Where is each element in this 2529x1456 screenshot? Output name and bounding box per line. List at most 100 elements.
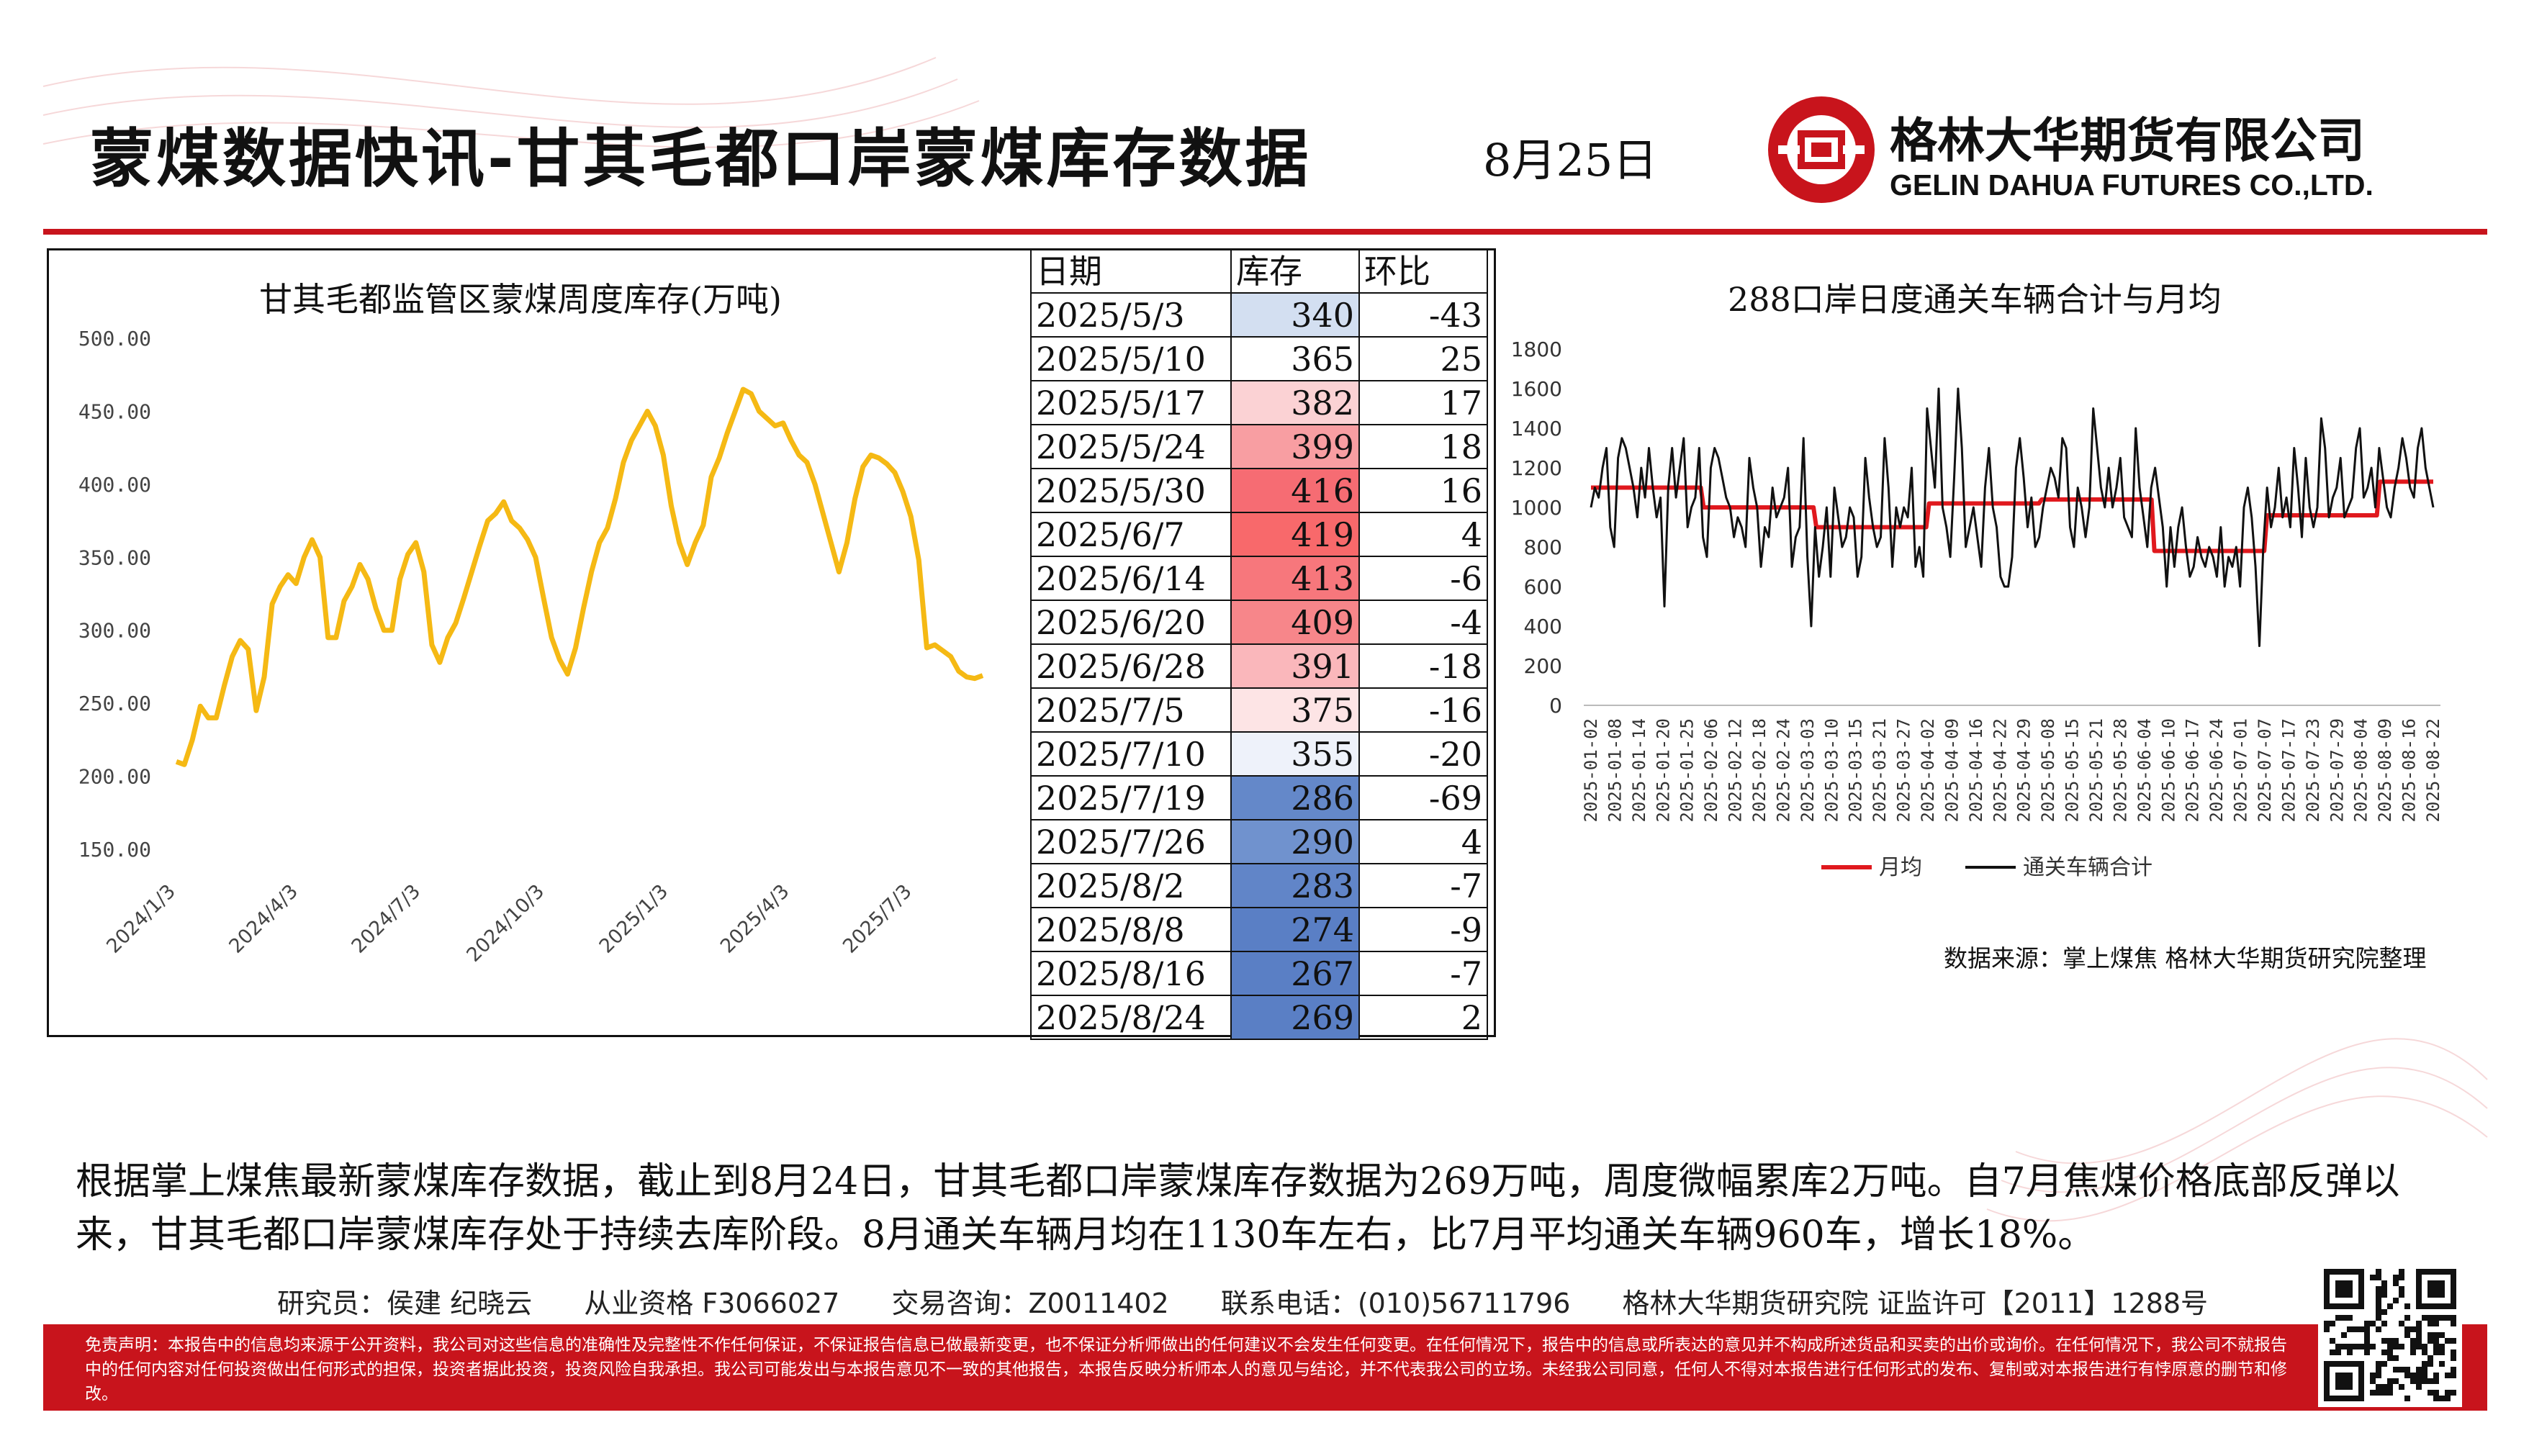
- qr-module: [2433, 1390, 2439, 1396]
- qr-module: [2439, 1344, 2445, 1349]
- qr-module: [2353, 1326, 2358, 1332]
- qr-module: [2376, 1315, 2381, 1321]
- qr-module: [2393, 1338, 2399, 1344]
- x-tick-label: 2025-07-01: [2231, 718, 2251, 823]
- qr-module: [2335, 1344, 2341, 1349]
- qr-module: [2399, 1286, 2404, 1292]
- x-tick-label: 2025/1/3: [595, 880, 673, 958]
- qr-module: [2330, 1349, 2335, 1355]
- cell-date: 2025/7/19: [1030, 775, 1232, 820]
- y-tick-label: 400.00: [78, 473, 151, 497]
- qr-module: [2433, 1338, 2439, 1344]
- y-tick-label: 1200: [1511, 456, 1562, 480]
- qr-module: [2393, 1355, 2399, 1361]
- cell-stock: 355: [1230, 731, 1360, 777]
- qr-module: [2422, 1344, 2427, 1349]
- qr-module: [2393, 1367, 2399, 1373]
- qr-module: [2427, 1332, 2433, 1338]
- qr-module: [2376, 1326, 2381, 1332]
- qr-module: [2422, 1373, 2427, 1378]
- qr-module: [2387, 1384, 2393, 1390]
- qr-module: [2439, 1396, 2445, 1401]
- x-tick-label: 2025-03-21: [1870, 718, 1890, 823]
- x-tick-label: 2025-08-22: [2423, 718, 2443, 823]
- qr-module: [2399, 1321, 2404, 1326]
- qr-module: [2347, 1344, 2353, 1349]
- y-tick-label: 250.00: [78, 692, 151, 715]
- cell-date: 2025/7/10: [1030, 731, 1232, 777]
- qr-module: [2416, 1321, 2422, 1326]
- cell-stock: 419: [1230, 512, 1360, 557]
- qr-module: [2376, 1390, 2381, 1396]
- col-header-stock: 库存: [1230, 248, 1360, 294]
- qr-module: [2376, 1303, 2381, 1309]
- cell-date: 2025/7/26: [1030, 819, 1232, 864]
- qr-module: [2433, 1373, 2439, 1378]
- table-row: 2025/6/28 391 -18: [1030, 643, 1488, 689]
- cell-date: 2025/6/7: [1030, 512, 1232, 557]
- company-logo-icon: [1768, 96, 1875, 203]
- x-tick-label: 2025-05-08: [2038, 718, 2058, 823]
- x-tick-label: 2024/10/3: [462, 880, 549, 967]
- cell-change: 17: [1358, 380, 1488, 425]
- cell-stock: 391: [1230, 643, 1360, 689]
- qr-module: [2399, 1367, 2404, 1373]
- inventory-chart-title: 甘其毛都监管区蒙煤周度库存(万吨): [259, 280, 782, 319]
- y-tick-label: 400: [1524, 615, 1562, 638]
- left-panel-frame: [47, 248, 1496, 1037]
- monthly-average-line: [1591, 479, 2433, 553]
- qr-module: [2451, 1355, 2456, 1361]
- qr-module: [2439, 1349, 2445, 1355]
- table-row: 2025/7/5 375 -16: [1030, 687, 1488, 733]
- qr-module: [2427, 1355, 2433, 1361]
- qr-module: [2370, 1321, 2376, 1326]
- qr-module: [2364, 1321, 2370, 1326]
- x-tick-label: 2025-04-09: [1942, 718, 1962, 823]
- x-tick-label: 2025-08-04: [2351, 718, 2371, 823]
- cell-change: 4: [1358, 819, 1488, 864]
- x-tick-label: 2024/1/3: [102, 880, 180, 958]
- cell-stock: 382: [1230, 380, 1360, 425]
- report-date: 8月25日: [1483, 134, 1658, 186]
- summary-paragraph: 根据掌上煤焦最新蒙煤库存数据，截止到8月24日，甘其毛都口岸蒙煤库存数据为269…: [76, 1160, 2400, 1257]
- x-tick-label: 2025-07-17: [2278, 718, 2299, 823]
- qr-module: [2393, 1298, 2399, 1303]
- qr-module: [2376, 1275, 2381, 1280]
- legend-label-daily: 通关车辆合计: [2023, 855, 2152, 880]
- x-tick-label: 2024/4/3: [225, 880, 302, 958]
- qr-module: [2341, 1315, 2347, 1321]
- cell-date: 2025/8/16: [1030, 951, 1232, 996]
- table-row: 2025/5/3 340 -43: [1030, 292, 1488, 338]
- qr-module: [2376, 1286, 2381, 1292]
- qr-module: [2370, 1378, 2376, 1384]
- qr-module: [2370, 1344, 2376, 1349]
- phone: 联系电话：(010)56711796: [1220, 1288, 1571, 1319]
- qr-module: [2451, 1367, 2456, 1373]
- qr-module: [2451, 1349, 2456, 1355]
- y-tick-label: 300.00: [78, 619, 151, 643]
- qr-module: [2330, 1338, 2335, 1344]
- cell-change: -7: [1358, 863, 1488, 908]
- qr-module: [2353, 1344, 2358, 1349]
- qr-module: [2364, 1344, 2370, 1349]
- qr-module: [2399, 1292, 2404, 1298]
- cell-change: 18: [1358, 424, 1488, 469]
- qr-module: [2445, 1315, 2451, 1321]
- qr-module: [2381, 1361, 2387, 1367]
- cell-change: -18: [1358, 643, 1488, 689]
- qr-module: [2451, 1338, 2456, 1344]
- qr-module: [2445, 1373, 2451, 1378]
- qr-module: [2451, 1321, 2456, 1326]
- table-row: 2025/7/19 286 -69: [1030, 775, 1488, 820]
- cell-date: 2025/8/2: [1030, 863, 1232, 908]
- cell-date: 2025/8/8: [1030, 907, 1232, 952]
- cell-change: 16: [1358, 468, 1488, 513]
- qr-module: [2376, 1269, 2381, 1275]
- vehicle-chart-title: 288口岸日度通关车辆合计与月均: [1728, 280, 2222, 319]
- qr-module: [2381, 1384, 2387, 1390]
- disclaimer-bar: [43, 1324, 2487, 1411]
- cell-change: 25: [1358, 336, 1488, 381]
- x-tick-label: 2025-03-10: [1821, 718, 1841, 823]
- qr-module: [2410, 1344, 2416, 1349]
- qr-module: [2347, 1349, 2353, 1355]
